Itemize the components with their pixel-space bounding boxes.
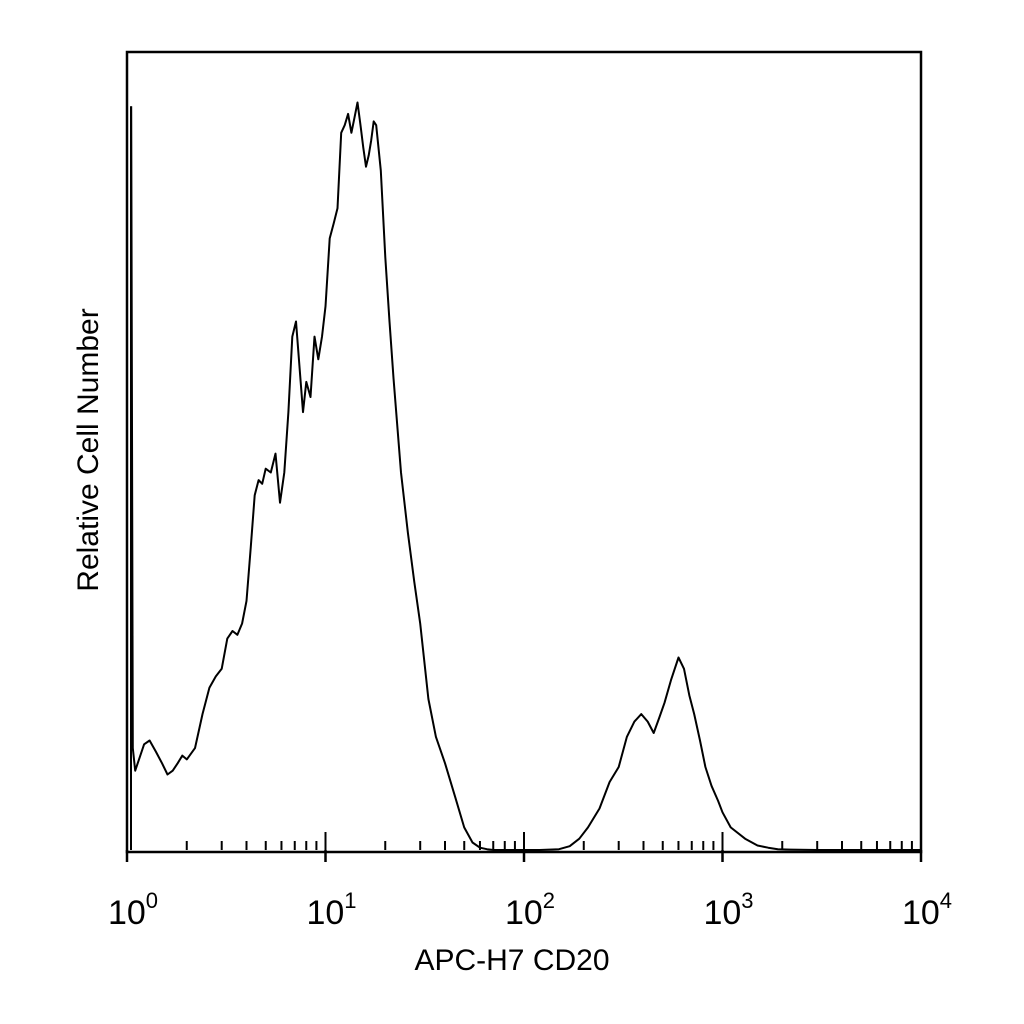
x-axis-tick-labels: 100 101 102 103 104 bbox=[108, 888, 952, 932]
x-tick-label-base: 10 bbox=[703, 894, 741, 932]
x-tick-label-3: 103 bbox=[703, 888, 753, 932]
x-tick-label-exponent: 3 bbox=[741, 888, 753, 913]
x-tick-label-base: 10 bbox=[505, 894, 543, 932]
series-layer bbox=[130, 101, 921, 851]
plot-frame bbox=[125, 50, 923, 854]
x-tick-label-exponent: 2 bbox=[543, 888, 555, 913]
x-tick-label-1: 101 bbox=[306, 888, 356, 932]
x-axis-title: APC-H7 CD20 bbox=[414, 944, 609, 977]
x-tick-label-exponent: 0 bbox=[146, 888, 158, 913]
x-tick-label-base: 10 bbox=[108, 894, 146, 932]
x-tick-label-0: 100 bbox=[108, 888, 158, 932]
x-tick-label-base: 10 bbox=[306, 894, 344, 932]
y-axis-title: Relative Cell Number bbox=[72, 308, 105, 591]
x-tick-label-exponent: 4 bbox=[940, 888, 952, 913]
x-tick-label-exponent: 1 bbox=[344, 888, 356, 913]
x-tick-label-base: 10 bbox=[902, 894, 940, 932]
x-axis-ticks bbox=[125, 832, 923, 862]
x-tick-label-4: 104 bbox=[902, 888, 952, 932]
x-tick-label-2: 102 bbox=[505, 888, 555, 932]
series-line-0 bbox=[130, 101, 921, 851]
